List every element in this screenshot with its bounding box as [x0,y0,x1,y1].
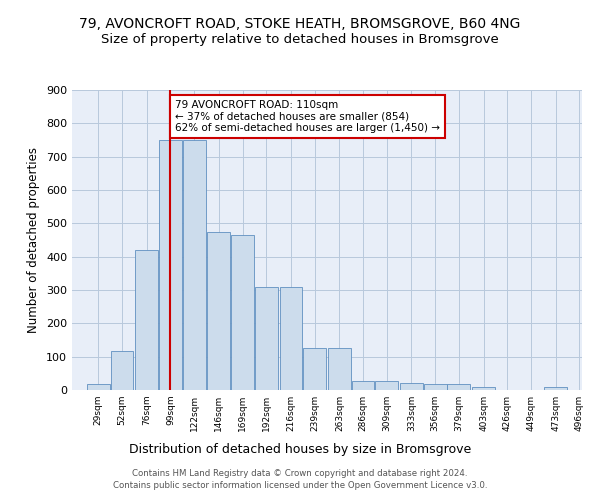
Text: Contains HM Land Registry data © Crown copyright and database right 2024.: Contains HM Land Registry data © Crown c… [132,468,468,477]
Text: 79, AVONCROFT ROAD, STOKE HEATH, BROMSGROVE, B60 4NG: 79, AVONCROFT ROAD, STOKE HEATH, BROMSGR… [79,18,521,32]
Bar [544,386,567,390]
Bar [231,235,254,390]
Text: Distribution of detached houses by size in Bromsgrove: Distribution of detached houses by size … [129,444,471,456]
Bar [182,140,206,390]
Bar [208,232,230,390]
Bar [400,382,423,390]
Bar [328,348,351,390]
Bar [135,250,158,390]
Bar [255,286,278,390]
Y-axis label: Number of detached properties: Number of detached properties [28,147,40,333]
Bar [110,350,133,390]
Text: 79 AVONCROFT ROAD: 110sqm
← 37% of detached houses are smaller (854)
62% of semi: 79 AVONCROFT ROAD: 110sqm ← 37% of detac… [175,100,440,133]
Bar [159,140,182,390]
Bar [424,384,446,390]
Text: Size of property relative to detached houses in Bromsgrove: Size of property relative to detached ho… [101,32,499,46]
Bar [472,386,495,390]
Bar [376,380,398,390]
Bar [352,380,374,390]
Bar [448,384,470,390]
Bar [280,286,302,390]
Bar [303,348,326,390]
Bar [87,384,110,390]
Text: Contains public sector information licensed under the Open Government Licence v3: Contains public sector information licen… [113,481,487,490]
